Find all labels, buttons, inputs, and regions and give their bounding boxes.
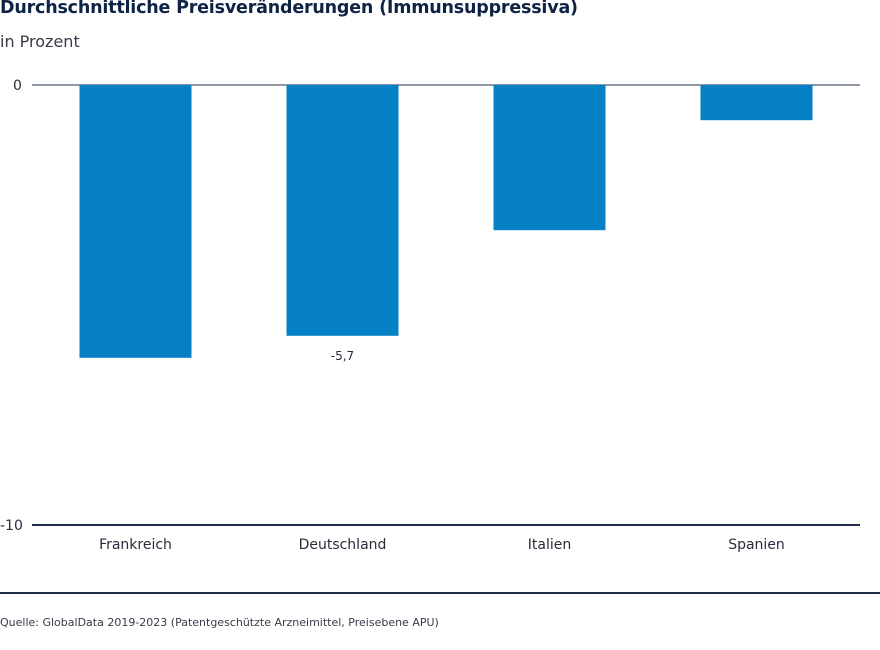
x-tick-label: Frankreich (99, 537, 172, 553)
chart-title: Durchschnittliche Preisveränderungen (Im… (0, 0, 578, 18)
bar-italien (493, 85, 606, 231)
source-note: Quelle: GlobalData 2019-2023 (Patentgesc… (0, 616, 439, 629)
bar-deutschland (286, 85, 399, 336)
y-tick-label: 0 (13, 78, 22, 94)
bar-spanien (700, 85, 813, 121)
bar-frankreich (79, 85, 192, 358)
x-tick-label: Italien (528, 537, 571, 553)
data-label: -5,7 (331, 349, 354, 363)
x-tick-label: Deutschland (299, 537, 387, 553)
x-tick-label: Spanien (728, 537, 785, 553)
y-tick-label: -10 (0, 518, 23, 534)
footer-divider (0, 592, 880, 594)
chart-subtitle: in Prozent (0, 32, 80, 51)
